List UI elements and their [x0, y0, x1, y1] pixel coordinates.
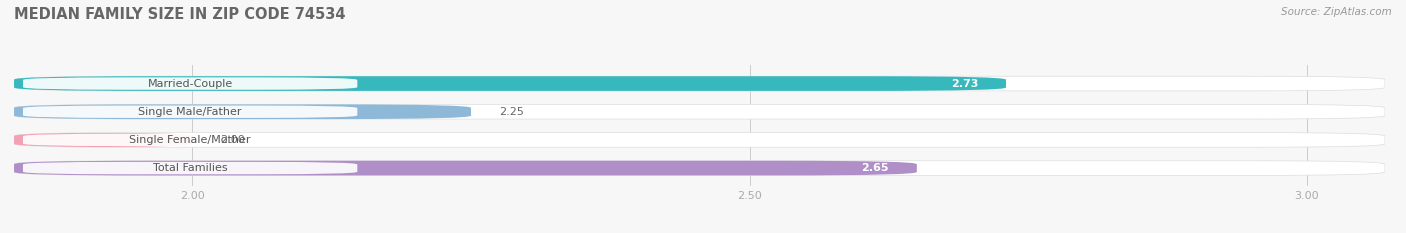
FancyBboxPatch shape: [14, 161, 917, 175]
FancyBboxPatch shape: [14, 133, 193, 147]
Text: Total Families: Total Families: [153, 163, 228, 173]
Text: 2.00: 2.00: [221, 135, 245, 145]
FancyBboxPatch shape: [22, 106, 357, 118]
Text: Married-Couple: Married-Couple: [148, 79, 233, 89]
Text: 2.65: 2.65: [862, 163, 889, 173]
Text: 2.25: 2.25: [499, 107, 524, 117]
FancyBboxPatch shape: [14, 104, 1385, 119]
Text: Source: ZipAtlas.com: Source: ZipAtlas.com: [1281, 7, 1392, 17]
FancyBboxPatch shape: [22, 134, 357, 146]
FancyBboxPatch shape: [14, 104, 471, 119]
FancyBboxPatch shape: [22, 162, 357, 174]
Text: 2.73: 2.73: [950, 79, 979, 89]
FancyBboxPatch shape: [14, 76, 1385, 91]
Text: MEDIAN FAMILY SIZE IN ZIP CODE 74534: MEDIAN FAMILY SIZE IN ZIP CODE 74534: [14, 7, 346, 22]
Text: Single Female/Mother: Single Female/Mother: [129, 135, 250, 145]
FancyBboxPatch shape: [22, 77, 357, 90]
FancyBboxPatch shape: [14, 76, 1005, 91]
FancyBboxPatch shape: [14, 161, 1385, 175]
Text: Single Male/Father: Single Male/Father: [138, 107, 242, 117]
FancyBboxPatch shape: [14, 133, 1385, 147]
